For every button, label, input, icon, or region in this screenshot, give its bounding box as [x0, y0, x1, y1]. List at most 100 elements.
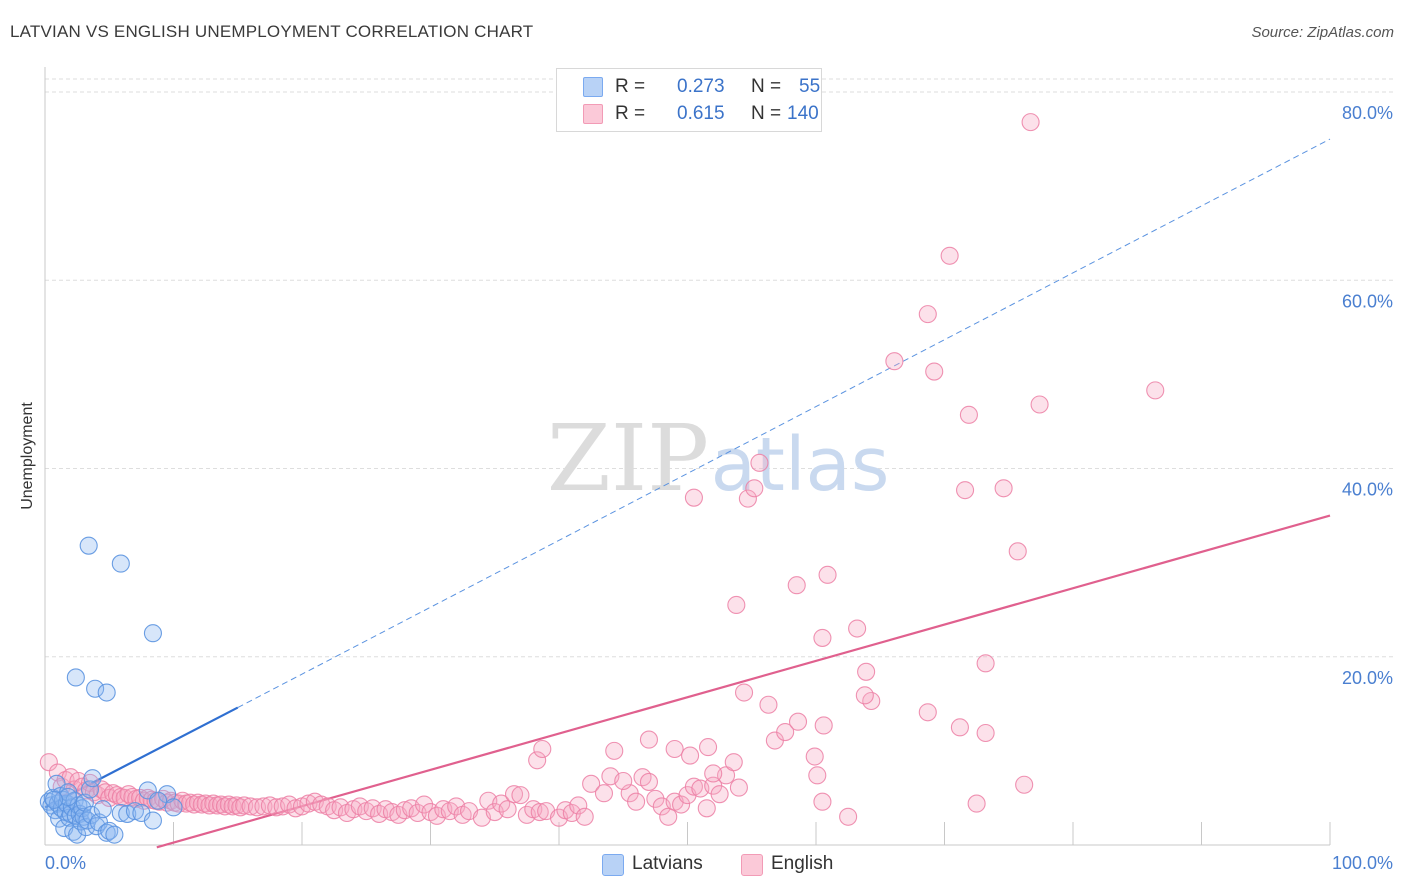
- english-point: [533, 739, 552, 759]
- latvians-point: [111, 803, 130, 823]
- english-point: [855, 686, 874, 705]
- english-point: [704, 764, 723, 783]
- english-point: [605, 741, 624, 760]
- english-point: [684, 777, 703, 796]
- latvians-point: [59, 787, 78, 807]
- english-point: [805, 747, 824, 766]
- english-point: [994, 479, 1013, 498]
- latvians-swatch: [583, 77, 603, 97]
- y-tick-label: 80.0%: [1342, 103, 1393, 123]
- english-point: [959, 405, 978, 424]
- english-point: [1015, 775, 1034, 794]
- english-point: [788, 712, 808, 731]
- english-point: [808, 766, 827, 785]
- english-point: [681, 746, 700, 765]
- legend-latvians-r: 0.273: [677, 76, 725, 97]
- english-point: [504, 785, 524, 804]
- english-point: [415, 795, 434, 814]
- english-swatch: [741, 854, 763, 876]
- english-point: [759, 695, 778, 714]
- latvians-point: [143, 811, 162, 830]
- english-point: [659, 807, 678, 826]
- latvians-point: [83, 769, 102, 788]
- english-point: [39, 753, 58, 772]
- latvians-point: [82, 805, 101, 824]
- english-point: [839, 807, 858, 826]
- latvians-point: [97, 683, 116, 702]
- latvians-point: [44, 790, 64, 809]
- english-point: [745, 479, 764, 498]
- series-legend: Latvians English: [0, 852, 1406, 878]
- english-point: [818, 565, 837, 584]
- legend-latvians-n: 55: [799, 76, 821, 97]
- english-point: [918, 305, 937, 324]
- english-point: [530, 803, 549, 822]
- latvians-point: [105, 825, 124, 844]
- english-point: [734, 683, 754, 702]
- english-point: [1021, 113, 1040, 132]
- english-point: [511, 786, 530, 805]
- x-tick-label-max: 100.0%: [1332, 853, 1393, 873]
- english-point: [776, 722, 795, 742]
- english-point: [738, 489, 757, 508]
- legend-latvians-label: Latvians: [632, 853, 703, 874]
- latvians-point: [158, 785, 177, 804]
- latvians-point: [125, 802, 144, 821]
- latvians-swatch: [602, 854, 624, 876]
- watermark-atlas: atlas: [711, 422, 890, 508]
- english-point: [299, 794, 318, 813]
- latvians-point: [97, 823, 116, 842]
- english-point: [925, 362, 944, 381]
- correlation-legend: R = 0.273 N = 55 R = 0.615 N = 140: [556, 68, 822, 132]
- english-point: [950, 718, 969, 737]
- axes: [44, 67, 1331, 846]
- legend-n-label: N =: [751, 76, 782, 97]
- english-point: [582, 774, 601, 793]
- legend-english-r: 0.615: [677, 103, 725, 124]
- english-point: [569, 796, 588, 815]
- english-point: [594, 784, 614, 803]
- source-label: Source: ZipAtlas.com: [1251, 24, 1394, 41]
- english-point: [627, 792, 646, 811]
- english-point: [729, 778, 748, 797]
- english-point: [672, 795, 691, 814]
- english-point: [575, 807, 594, 826]
- y-tick-label: 60.0%: [1342, 291, 1393, 311]
- english-point: [665, 739, 684, 759]
- english-swatch: [583, 104, 603, 124]
- english-point: [684, 488, 703, 507]
- english-point: [528, 751, 547, 770]
- legend-r-label: R =: [615, 103, 646, 124]
- y-tick-label: 40.0%: [1342, 480, 1393, 500]
- english-point: [750, 453, 769, 472]
- watermark: ZIP atlas: [547, 405, 890, 512]
- legend-n-label: N =: [751, 103, 782, 124]
- english-point: [813, 628, 832, 647]
- latvians-point: [86, 679, 105, 698]
- english-point: [956, 481, 975, 500]
- latvians-point: [149, 791, 168, 810]
- english-point: [1030, 395, 1049, 414]
- english-point: [646, 789, 665, 808]
- english-point: [857, 662, 876, 681]
- latvians-point: [66, 668, 85, 687]
- x-tick-label-min: 0.0%: [45, 853, 86, 873]
- english-point: [697, 799, 716, 818]
- english-point: [710, 785, 729, 804]
- english-point: [967, 794, 986, 813]
- english-point: [848, 619, 867, 638]
- latvians-point: [164, 798, 183, 817]
- english-point: [260, 796, 279, 815]
- latvians-point: [111, 554, 130, 573]
- latvians-point: [79, 536, 98, 555]
- english-point: [940, 246, 959, 265]
- english-point: [885, 352, 904, 371]
- y-tick-label: 20.0%: [1342, 668, 1393, 688]
- english-point: [639, 730, 659, 749]
- english-trend-line: [156, 514, 1331, 849]
- english-point: [614, 771, 633, 791]
- english-point: [787, 576, 806, 595]
- english-points: [39, 113, 1165, 827]
- latvians-point: [80, 780, 100, 799]
- english-point: [1008, 542, 1027, 561]
